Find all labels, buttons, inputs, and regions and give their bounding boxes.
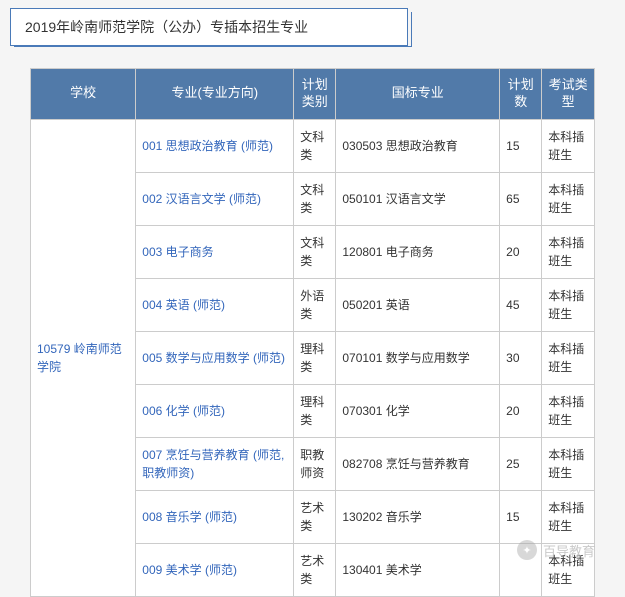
cell-major: 001 思想政治教育 (师范) [136,119,294,172]
table-header-row: 学校 专业(专业方向) 计划类别 国标专业 计划数 考试类型 [31,69,595,120]
cell-exam-type: 本科插班生 [542,384,595,437]
cell-plan-type: 理科类 [294,384,336,437]
table-body: 10579 岭南师范学院001 思想政治教育 (师范)文科类030503 思想政… [31,119,595,596]
cell-std-major: 120801 电子商务 [336,225,500,278]
cell-std-major: 070101 数学与应用数学 [336,331,500,384]
cell-plan-type: 职教师资 [294,437,336,490]
cell-major: 009 美术学 (师范) [136,543,294,596]
cell-exam-type: 本科插班生 [542,119,595,172]
cell-plan-num: 25 [500,437,542,490]
cell-plan-num: 45 [500,278,542,331]
cell-major: 007 烹饪与营养教育 (师范, 职教师资) [136,437,294,490]
cell-std-major: 130202 音乐学 [336,490,500,543]
cell-major: 005 数学与应用数学 (师范) [136,331,294,384]
cell-std-major: 070301 化学 [336,384,500,437]
cell-exam-type: 本科插班生 [542,331,595,384]
majors-table: 学校 专业(专业方向) 计划类别 国标专业 计划数 考试类型 10579 岭南师… [30,68,595,597]
cell-plan-type: 外语类 [294,278,336,331]
cell-plan-type: 艺术类 [294,543,336,596]
cell-exam-type: 本科插班生 [542,278,595,331]
cell-std-major: 082708 烹饪与营养教育 [336,437,500,490]
cell-major: 006 化学 (师范) [136,384,294,437]
cell-major: 003 电子商务 [136,225,294,278]
cell-plan-type: 文科类 [294,119,336,172]
table-container: 学校 专业(专业方向) 计划类别 国标专业 计划数 考试类型 10579 岭南师… [30,68,595,597]
cell-plan-num: 30 [500,331,542,384]
col-major: 专业(专业方向) [136,69,294,120]
cell-plan-type: 文科类 [294,172,336,225]
cell-std-major: 050201 英语 [336,278,500,331]
col-std-major: 国标专业 [336,69,500,120]
cell-plan-num: 20 [500,225,542,278]
cell-plan-num: 65 [500,172,542,225]
cell-plan-type: 文科类 [294,225,336,278]
cell-major: 008 音乐学 (师范) [136,490,294,543]
cell-major: 004 英语 (师范) [136,278,294,331]
title-container: 2019年岭南师范学院（公办）专插本招生专业 [10,8,615,46]
col-plan-num: 计划数 [500,69,542,120]
col-plan-type: 计划类别 [294,69,336,120]
table-row: 10579 岭南师范学院001 思想政治教育 (师范)文科类030503 思想政… [31,119,595,172]
cell-plan-type: 理科类 [294,331,336,384]
cell-exam-type: 本科插班生 [542,225,595,278]
watermark-text: 百导教育 [543,541,595,560]
cell-std-major: 050101 汉语言文学 [336,172,500,225]
col-exam-type: 考试类型 [542,69,595,120]
cell-plan-num: 15 [500,490,542,543]
cell-std-major: 130401 美术学 [336,543,500,596]
wechat-icon: ✦ [517,540,537,560]
page-title: 2019年岭南师范学院（公办）专插本招生专业 [10,8,408,46]
cell-plan-type: 艺术类 [294,490,336,543]
cell-exam-type: 本科插班生 [542,490,595,543]
cell-school: 10579 岭南师范学院 [31,119,136,596]
cell-exam-type: 本科插班生 [542,437,595,490]
cell-std-major: 030503 思想政治教育 [336,119,500,172]
cell-major: 002 汉语言文学 (师范) [136,172,294,225]
watermark: ✦ 百导教育 [517,540,595,560]
cell-exam-type: 本科插班生 [542,172,595,225]
col-school: 学校 [31,69,136,120]
cell-plan-num: 15 [500,119,542,172]
cell-plan-num: 20 [500,384,542,437]
